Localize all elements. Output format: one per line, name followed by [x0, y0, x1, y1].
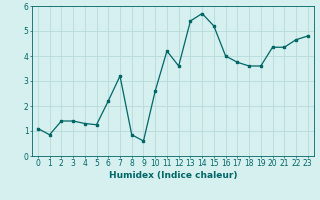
X-axis label: Humidex (Indice chaleur): Humidex (Indice chaleur) [108, 171, 237, 180]
